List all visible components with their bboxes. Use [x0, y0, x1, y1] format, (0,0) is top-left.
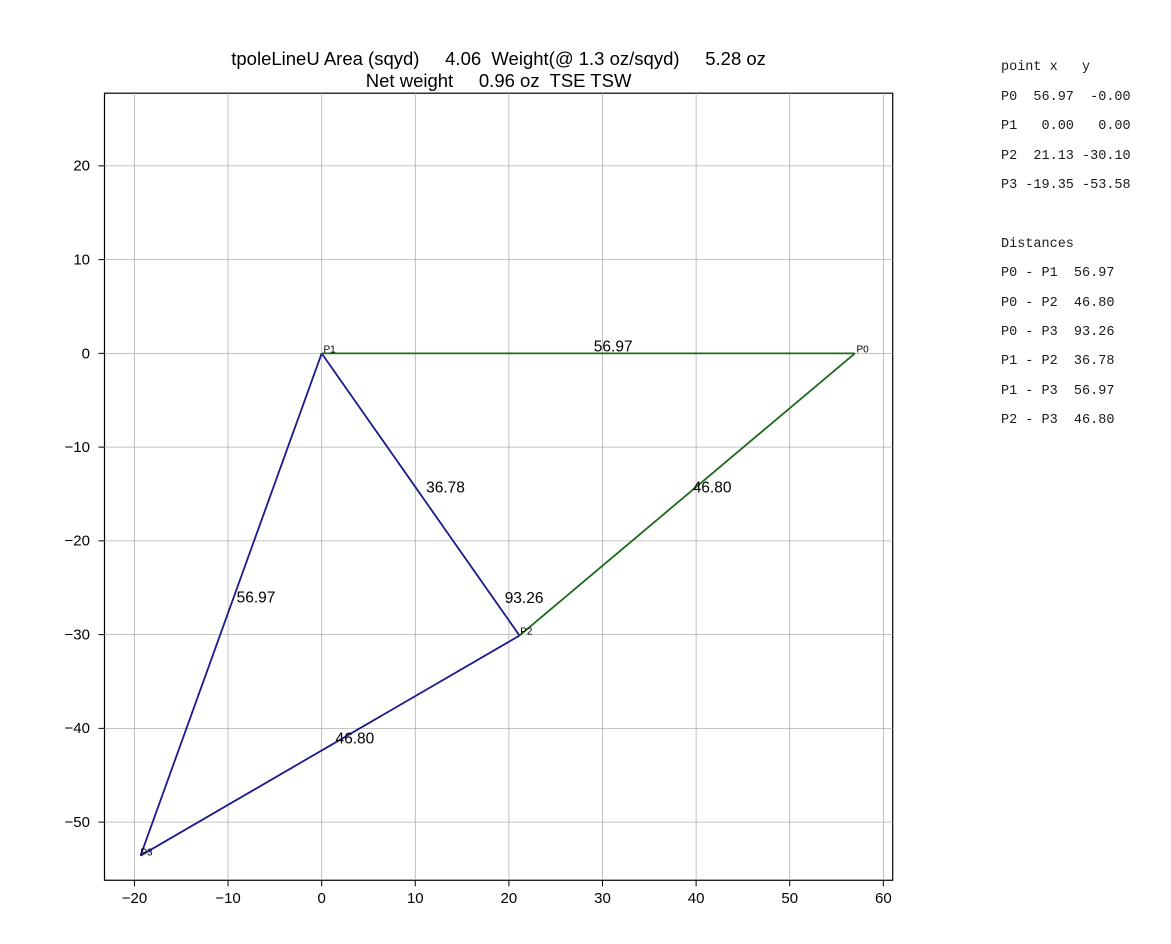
svg-text:−40: −40 — [65, 720, 90, 737]
svg-text:P0: P0 — [857, 344, 870, 355]
svg-text:60: 60 — [875, 890, 892, 907]
svg-text:56.97: 56.97 — [237, 590, 276, 607]
svg-text:−10: −10 — [65, 439, 90, 456]
svg-text:20: 20 — [501, 890, 518, 907]
svg-text:P2: P2 — [520, 627, 533, 638]
svg-text:30: 30 — [594, 890, 611, 907]
svg-text:P3: P3 — [140, 848, 153, 859]
svg-text:36.78: 36.78 — [426, 480, 465, 497]
svg-text:46.80: 46.80 — [693, 480, 732, 497]
svg-text:0: 0 — [318, 890, 326, 907]
svg-text:P1: P1 — [324, 344, 337, 355]
svg-text:−10: −10 — [215, 890, 240, 907]
svg-text:40: 40 — [688, 890, 705, 907]
svg-text:50: 50 — [781, 890, 798, 907]
svg-text:−20: −20 — [122, 890, 147, 907]
svg-text:46.80: 46.80 — [336, 731, 375, 748]
svg-text:−50: −50 — [65, 814, 90, 831]
svg-text:56.97: 56.97 — [594, 338, 633, 355]
svg-text:93.26: 93.26 — [505, 590, 544, 607]
svg-text:−20: −20 — [65, 533, 90, 550]
svg-text:10: 10 — [407, 890, 424, 907]
svg-text:20: 20 — [73, 158, 90, 175]
svg-text:−30: −30 — [65, 627, 90, 644]
svg-text:10: 10 — [73, 252, 90, 269]
svg-text:0: 0 — [82, 346, 90, 363]
